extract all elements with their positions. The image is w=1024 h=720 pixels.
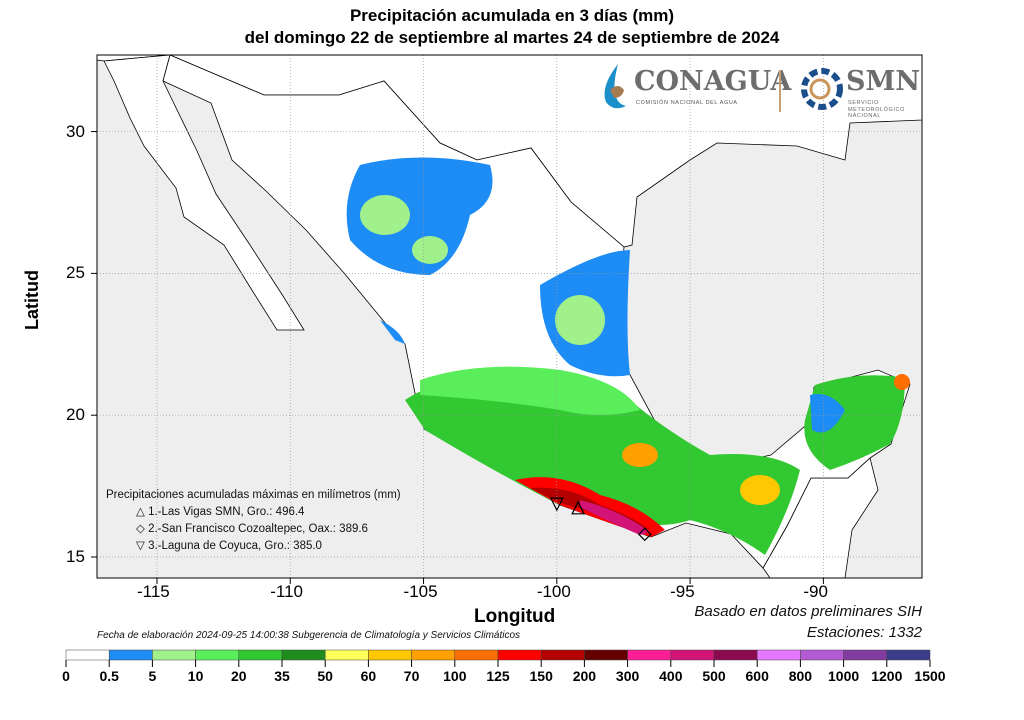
colorbar-segment [65, 649, 110, 661]
colorbar-segment [152, 649, 196, 661]
lon-tick-label: -90 [803, 582, 828, 601]
source-note: Basado en datos preliminares SIH [694, 603, 922, 620]
legend-title: Precipitaciones acumuladas máximas en mi… [106, 489, 401, 501]
station-markers [549, 497, 652, 542]
footer-credits: Fecha de elaboración 2024-09-25 14:00:38… [97, 630, 521, 641]
colorbar-label: 500 [702, 668, 726, 684]
lon-tick-label: -110 [270, 582, 304, 601]
stations-count: Estaciones: 1332 [806, 624, 922, 641]
y-axis-label: Latitud [22, 270, 42, 330]
logo-divider [779, 70, 781, 112]
colorbar-label: 20 [231, 668, 247, 684]
colorbar-segment [454, 649, 499, 661]
colorbar-label: 10 [187, 668, 204, 684]
colorbar-label: 0.5 [99, 668, 119, 684]
triangle-down-icon: ▽ [136, 540, 145, 552]
colorbar-segment [800, 649, 844, 661]
lon-tick-label: -95 [670, 582, 695, 601]
colorbar-label: 400 [659, 668, 683, 684]
colorbar-label: 125 [486, 668, 510, 684]
lat-tick-label: 15 [66, 547, 85, 566]
lat-tick-label: 20 [66, 405, 85, 425]
colorbar-segment [540, 649, 585, 661]
colorbar-label: 0 [62, 668, 70, 684]
smn-subtitle: SERVICIO METEOROLÓGICO NACIONAL [848, 100, 905, 119]
diamond-icon: ◇ [136, 523, 145, 535]
legend-item-text: 3.-Laguna de Coyuca, Gro.: 385.0 [148, 540, 322, 552]
colorbar-label: 50 [317, 668, 333, 684]
colorbar-label: 35 [274, 668, 290, 684]
triangle-up-icon: △ [136, 506, 145, 518]
colorbar-segment [584, 649, 628, 661]
colorbar-label: 60 [360, 668, 377, 684]
colorbar [65, 649, 931, 667]
colorbar-segment [713, 649, 758, 661]
colorbar-segment [238, 649, 283, 661]
colorbar-label: 1500 [914, 668, 946, 684]
colorbar-segment [324, 649, 369, 661]
colorbar-label: 70 [403, 668, 420, 684]
colorbar-segment [497, 649, 542, 661]
conagua-drop-icon [604, 64, 626, 109]
colorbar-label: 600 [745, 668, 769, 684]
title-line-2: del domingo 22 de septiembre al martes 2… [244, 28, 780, 47]
map-frame [96, 54, 923, 579]
colorbar-segment [411, 649, 456, 661]
station-marker-diamond [637, 527, 652, 542]
colorbar-segment [886, 649, 931, 661]
colorbar-label: 800 [788, 668, 813, 684]
station-marker-triangle-down [549, 497, 564, 512]
x-axis-label: Longitud [474, 606, 556, 627]
conagua-name: CONAGUA [634, 66, 792, 97]
legend-item-text: 1.-Las Vigas SMN, Gro.: 496.4 [148, 506, 305, 518]
legend-item: ▽ 3.-Laguna de Coyuca, Gro.: 385.0 [136, 538, 401, 552]
mexico-mainland [162, 54, 911, 569]
baja-california [103, 54, 305, 331]
colorbar-label: 5 [148, 668, 157, 684]
lat-tick-label: 25 [66, 263, 85, 283]
lon-tick-label: -100 [536, 582, 571, 601]
colorbar-label: 150 [529, 668, 553, 684]
colorbar-segment [368, 649, 412, 661]
colorbar-segment [670, 649, 715, 661]
lon-tick-label: -105 [403, 582, 438, 601]
lon-tick-label: -115 [136, 582, 170, 601]
legend-item: △ 1.-Las Vigas SMN, Gro.: 496.4 [136, 504, 401, 518]
colorbar-segment [108, 649, 153, 661]
smn-emblem-icon [801, 68, 843, 110]
colorbar-label: 200 [572, 668, 597, 684]
colorbar-label: 300 [615, 668, 640, 684]
conagua-subtitle: COMISIÓN NACIONAL DEL AGUA [636, 100, 738, 106]
colorbar-segment [627, 649, 672, 661]
smn-name: SMN [846, 66, 921, 97]
colorbar-segment [281, 649, 326, 661]
colorbar-segment [195, 649, 240, 661]
colorbar-label: 1200 [871, 668, 903, 684]
lat-tick-label: 30 [66, 121, 85, 141]
colorbar-label: 1000 [828, 668, 860, 684]
colorbar-label: 100 [443, 668, 467, 684]
legend-item: ◇ 2.-San Francisco Cozoaltepec, Oax.: 38… [136, 521, 401, 535]
legend-item-text: 2.-San Francisco Cozoaltepec, Oax.: 389.… [148, 523, 368, 535]
title-line-1: Precipitación acumulada en 3 días (mm) [349, 6, 675, 25]
colorbar-segment [756, 649, 801, 661]
colorbar-segment [843, 649, 888, 661]
graticule [91, 55, 922, 584]
station-marker-triangle-up [571, 500, 586, 515]
max-precip-legend: Precipitaciones acumuladas máximas en mi… [106, 489, 401, 552]
